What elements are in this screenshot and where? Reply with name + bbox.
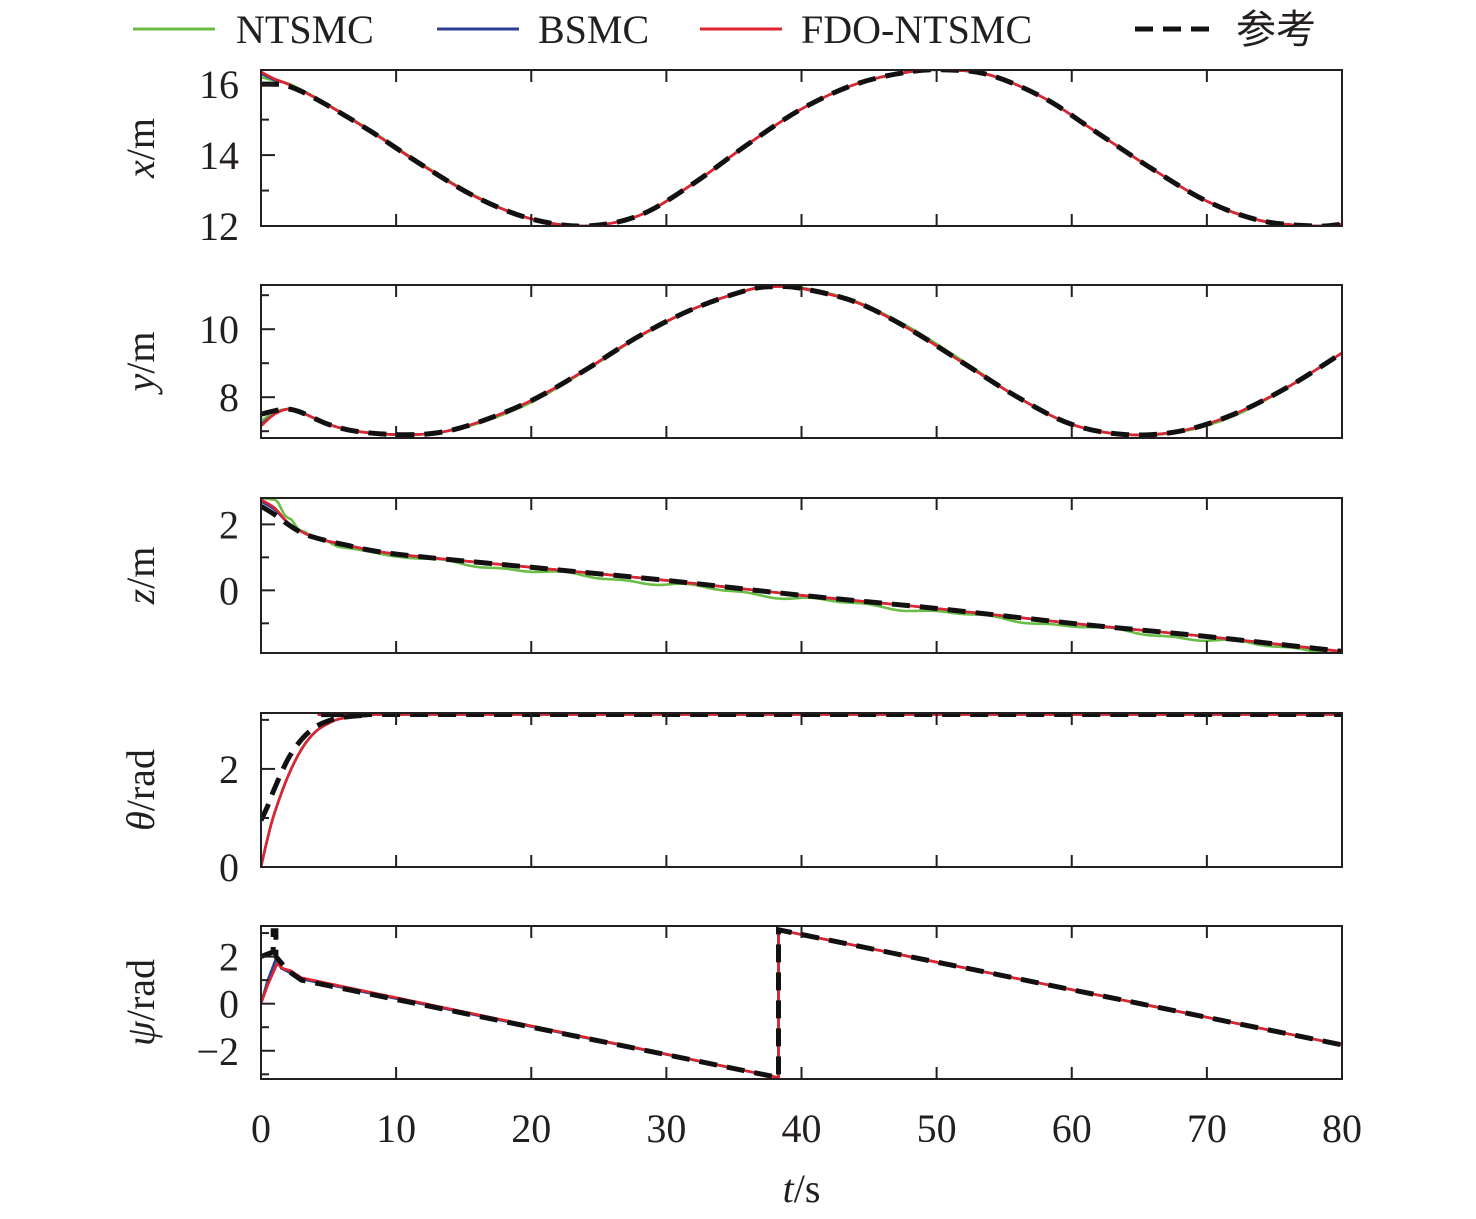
x-tick-label: 20 [511,1106,551,1151]
y-axis-unit: /m [118,547,163,589]
y-axis-label: θ/rad [118,749,163,831]
y-tick-label: 8 [219,375,239,420]
x-tick-label: 50 [917,1106,957,1151]
x-tick-label: 30 [646,1106,686,1151]
x-axis-label: t/s [783,1166,821,1211]
x-tick-label: 80 [1322,1106,1362,1151]
panel-y: 8 10 y/m [118,284,1343,439]
panel-z: 0 2 z/m [118,497,1343,654]
y-axis-var: z [118,588,163,605]
series-blue-z [261,500,1342,653]
series-red-y [261,285,1342,437]
y-tick-label: 0 [219,845,239,890]
y-axis-label: ψ/rad [118,959,163,1046]
panel-theta: 0 2 θ/rad [118,712,1343,890]
series-blue-y [261,285,1342,437]
y-tick-label: 12 [199,204,239,249]
y-axis-var: ψ [118,1020,163,1046]
legend-label: FDO-NTSMC [801,7,1032,52]
y-tick-label: −2 [196,1029,239,1074]
series-blue-x [261,69,1342,227]
series-red-x [261,69,1342,227]
y-tick-label: 16 [199,62,239,107]
legend-entry: NTSMC [133,7,374,52]
y-tick-label: 2 [219,747,239,792]
y-axis-var: θ [118,811,163,831]
x-tick-label: 70 [1187,1106,1227,1151]
x-tick-label: 40 [782,1106,822,1151]
panel-frame [260,284,1343,439]
y-axis-label: y/m [118,332,163,396]
y-axis-var: y [118,374,163,396]
y-axis-unit: /m [118,332,163,374]
panel-frame [260,69,1343,227]
x-tick-label: 0 [251,1106,271,1151]
x-axis-unit: /s [794,1166,821,1211]
legend-label: BSMC [538,7,649,52]
x-axis: 0 10 20 30 40 50 60 70 80 t/s [251,1106,1362,1211]
series-red-theta [261,713,1342,868]
y-tick-label: 14 [199,133,239,178]
legend-entry: 参考 [1135,7,1316,52]
x-tick-label: 10 [376,1106,416,1151]
series-green-y [261,284,1342,437]
legend-label: NTSMC [236,7,374,52]
series-reference-psi [261,926,1342,1080]
legend-entry: FDO-NTSMC [700,7,1032,52]
series-reference-z [261,504,1342,654]
y-axis-label: x/m [118,118,163,179]
panel-psi: −202 ψ/rad [118,925,1343,1080]
legend-label: 参考 [1236,7,1316,52]
panel-frame [260,712,1343,868]
legend-entry: BSMC [437,7,649,52]
y-axis-unit: /rad [118,959,163,1021]
y-tick-label: 2 [219,502,239,547]
series-green-x [261,69,1342,227]
y-axis-unit: /m [118,118,163,160]
y-axis-unit: /rad [118,749,163,811]
y-tick-label: 0 [219,982,239,1027]
y-axis-var: x [118,160,163,179]
series-blue-theta [261,713,1342,868]
legend: NTSMC BSMC FDO-NTSMC 参考 [133,7,1316,52]
series-reference-theta [261,712,1342,822]
y-tick-label: 0 [219,568,239,613]
series-red-z [261,498,1342,653]
series-reference-y [261,284,1342,438]
panel-frame [260,497,1343,654]
series-red-psi [261,928,1342,1080]
x-axis-var: t [783,1166,795,1211]
series-green-theta [261,713,1342,868]
series-green-z [261,497,1342,654]
y-tick-label: 10 [199,307,239,352]
y-tick-label: 2 [219,935,239,980]
panel-x: 12 14 16 x/m [118,62,1343,249]
y-axis-label: z/m [118,547,163,606]
x-tick-label: 60 [1052,1106,1092,1151]
series-reference-x [261,69,1342,227]
